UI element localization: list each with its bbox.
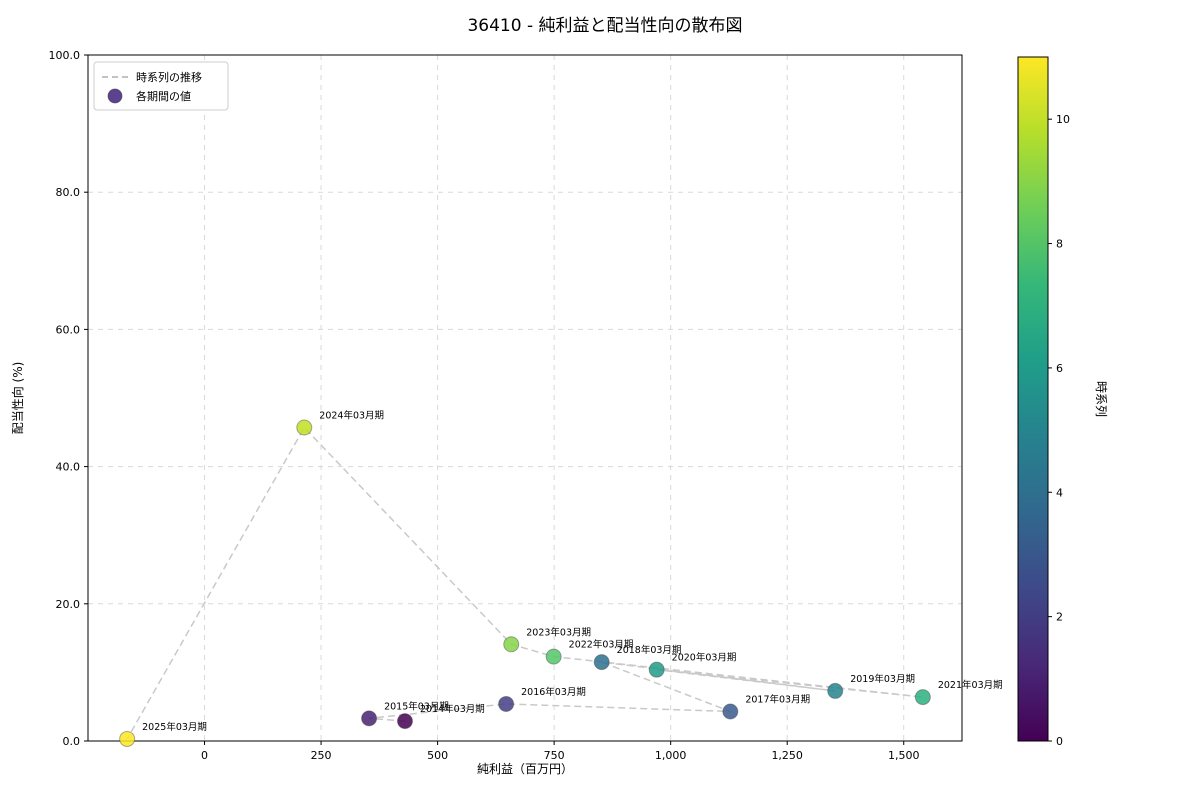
data-point	[296, 419, 313, 436]
y-axis-label: 配当性向 (%)	[10, 362, 25, 435]
data-point-label: 2015年03月期	[384, 700, 449, 712]
colorbar: 0 2 4 6 8 10	[1017, 56, 1070, 748]
legend: 時系列の推移 各期間の値	[93, 61, 229, 111]
data-point	[827, 682, 844, 699]
data-point-label: 2018年03月期	[617, 644, 682, 656]
data-point-label: 2021年03月期	[938, 679, 1003, 691]
data-point	[396, 713, 413, 730]
colorbar-tick-label: 8	[1056, 238, 1063, 251]
data-point-label: 2016年03月期	[521, 686, 586, 698]
data-point	[914, 689, 931, 706]
legend-item-line-label: 時系列の推移	[136, 70, 202, 84]
x-tick-label: 0	[201, 749, 208, 762]
y-tick-label: 20.0	[56, 598, 81, 611]
data-point	[545, 648, 562, 665]
data-point	[503, 636, 520, 653]
data-point	[498, 695, 515, 712]
data-point-label: 2024年03月期	[319, 409, 384, 421]
axes: 0 250 500 750 1,000 1,250 1,500 0.0 20.0 40.0 60.0…	[49, 49, 963, 762]
data-point-label: 2019年03月期	[850, 673, 915, 685]
data-point-label: 2023年03月期	[526, 626, 591, 638]
chart-title: 36410 - 純利益と配当性向の散布図	[467, 16, 742, 36]
data-point	[593, 654, 610, 671]
colorbar-tick-label: 0	[1056, 735, 1063, 748]
y-tick-label: 100.0	[49, 49, 81, 62]
data-point-label: 2014年03月期	[420, 703, 485, 715]
y-tick-label: 40.0	[56, 461, 81, 474]
legend-box	[93, 61, 229, 111]
data-point-label: 2022年03月期	[569, 639, 634, 651]
colorbar-label: 時系列	[1094, 381, 1108, 417]
colorbar-tick-label: 10	[1056, 113, 1070, 126]
x-tick-label: 500	[427, 749, 448, 762]
x-tick-label: 1,250	[771, 749, 803, 762]
data-point	[648, 661, 665, 678]
data-point-label: 2017年03月期	[745, 694, 810, 706]
x-tick-label: 1,000	[655, 749, 687, 762]
plot-frame	[87, 54, 963, 742]
grid-lines	[88, 54, 962, 742]
time-series-connector	[126, 426, 923, 740]
colorbar-tick-label: 2	[1056, 611, 1063, 624]
y-tick-label: 60.0	[56, 323, 81, 336]
x-axis-label: 純利益（百万円）	[477, 762, 573, 776]
x-tick-label: 750	[544, 749, 565, 762]
colorbar-tick-label: 4	[1056, 486, 1063, 499]
colorbar-gradient	[1017, 56, 1049, 742]
x-tick-label: 250	[311, 749, 332, 762]
data-point	[722, 703, 739, 720]
y-tick-label: 80.0	[56, 186, 81, 199]
x-tick-label: 1,500	[888, 749, 920, 762]
colorbar-tick-label: 6	[1056, 362, 1063, 375]
data-point	[119, 730, 136, 747]
legend-dot-icon	[107, 88, 123, 104]
data-point-label: 2020年03月期	[672, 652, 737, 664]
data-point-label: 2025年03月期	[142, 721, 207, 733]
legend-item-dot-label: 各期間の値	[136, 89, 191, 103]
data-point	[361, 710, 378, 727]
y-tick-label: 0.0	[63, 735, 81, 748]
